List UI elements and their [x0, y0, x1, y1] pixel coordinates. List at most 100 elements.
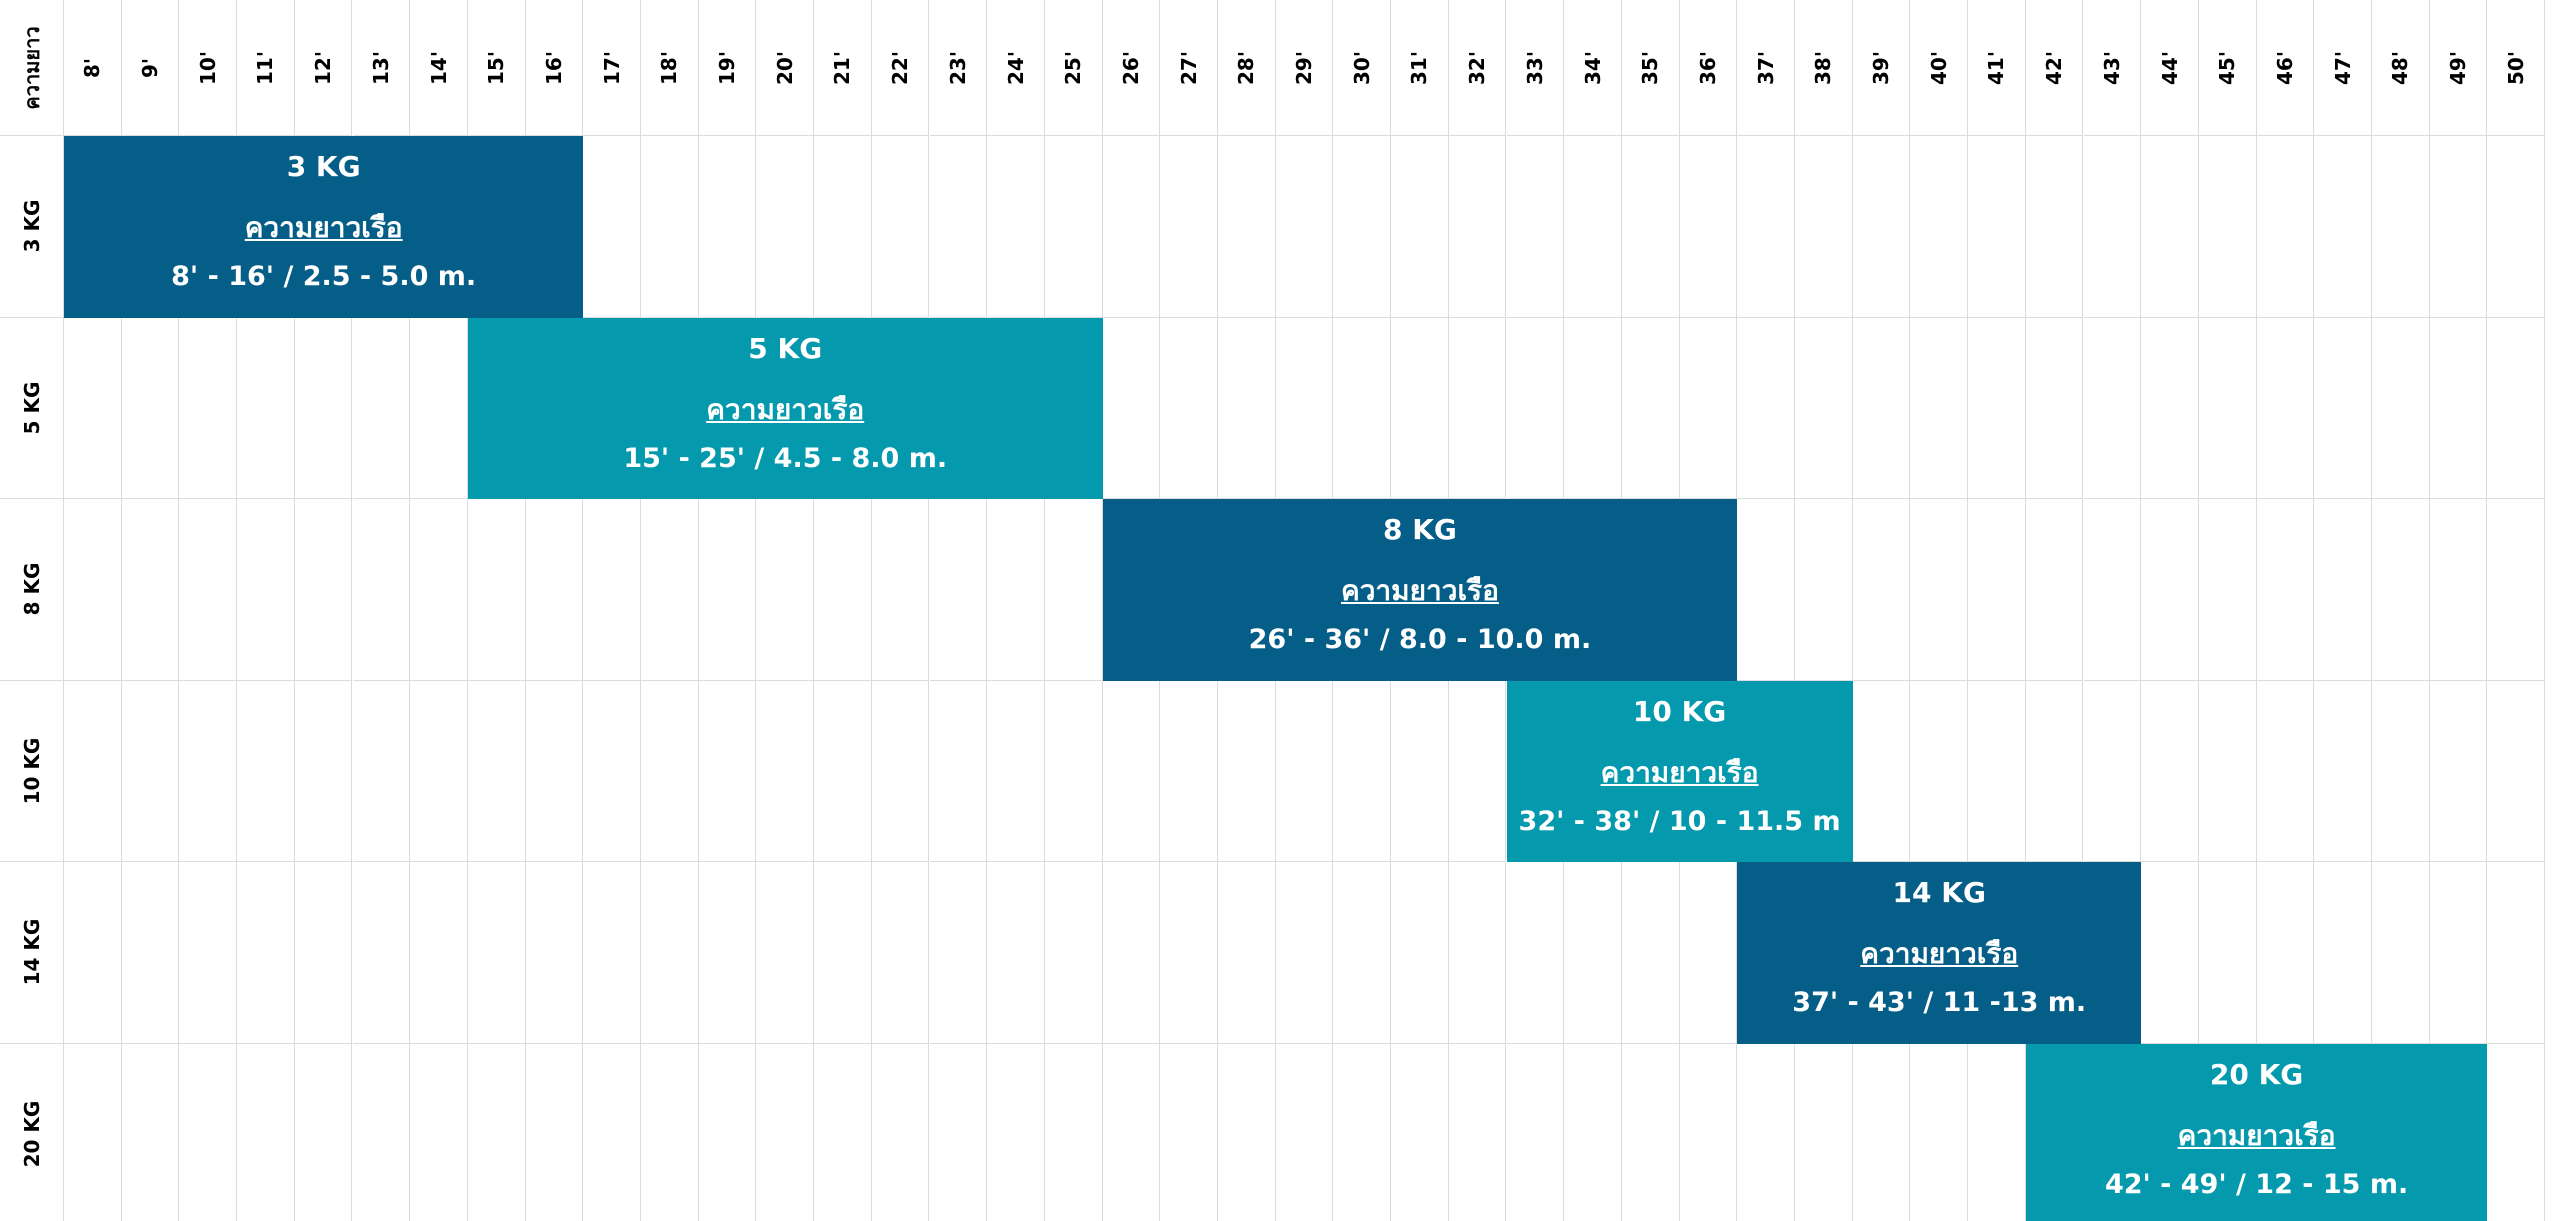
- grid-cell: [814, 680, 872, 862]
- grid-cell: [294, 317, 353, 499]
- band-range: 26' - 36' / 8.0 - 10.0 m.: [1248, 624, 1592, 655]
- row-header-label: 14 KG: [19, 918, 44, 986]
- grid-cell: [1507, 1043, 1565, 1221]
- row-header: 20 KG: [0, 1043, 64, 1221]
- row-header-label: 3 KG: [19, 199, 44, 253]
- grid-cell: [929, 136, 988, 318]
- grid-cell: [1795, 499, 1853, 681]
- column-header-label: 30': [1349, 50, 1374, 85]
- grid-cell: [2083, 136, 2142, 318]
- grid-cell: [1160, 136, 1218, 318]
- band-subtitle: ความยาวเรือ: [2177, 1118, 2336, 1152]
- column-header: 25': [1044, 0, 1103, 136]
- column-header-label: 33': [1522, 50, 1547, 85]
- grid-cell: [1910, 1043, 1969, 1221]
- grid-cell: [1448, 317, 1507, 499]
- grid-cell: [1044, 499, 1103, 681]
- column-header-label: 48': [2388, 50, 2413, 85]
- column-header-label: 19': [715, 50, 740, 85]
- grid-cell: [294, 680, 353, 862]
- row-header-label: 8 KG: [19, 562, 44, 616]
- grid-cell: [2429, 136, 2488, 318]
- grid-cell: [2372, 680, 2430, 862]
- column-header: 10': [179, 0, 238, 136]
- grid-cell: [871, 680, 930, 862]
- band-subtitle: ความยาวเรือ: [1600, 755, 1759, 789]
- grid-cell: [122, 1043, 180, 1221]
- column-header-label: 40': [1926, 50, 1951, 85]
- grid-cell: [294, 862, 353, 1044]
- grid-cell: [1853, 1043, 1911, 1221]
- grid-cell: [1506, 862, 1565, 1044]
- column-header: 18': [641, 0, 699, 136]
- column-header: 8': [64, 0, 122, 136]
- grid-cell: [1968, 136, 2026, 318]
- column-header: 22': [871, 0, 930, 136]
- grid-cell: [2429, 317, 2488, 499]
- grid-cell: [930, 1043, 988, 1221]
- row-header: 3 KG: [0, 136, 64, 318]
- band-title: 8 KG: [1382, 513, 1457, 546]
- grid-cell: [1737, 136, 1795, 318]
- corner-cell: ความยาว: [0, 0, 64, 136]
- grid-cell: [756, 862, 815, 1044]
- column-header: 9': [121, 0, 180, 136]
- grid-cell: [1564, 317, 1622, 499]
- grid-cell: [1968, 499, 2026, 681]
- column-header: 45': [2198, 0, 2257, 136]
- grid-cell: [1391, 136, 1449, 318]
- grid-cell: [1448, 680, 1507, 862]
- column-header-label: 11': [253, 50, 278, 85]
- grid-cell: [1333, 317, 1392, 499]
- grid-cell: [814, 862, 872, 1044]
- grid-cell: [1276, 1043, 1334, 1221]
- grid-cell: [2198, 136, 2257, 318]
- grid-cell: [121, 680, 180, 862]
- column-header-label: 41': [1984, 50, 2009, 85]
- grid-cell: [179, 317, 238, 499]
- grid-cell: [2487, 499, 2546, 681]
- grid-cell: [2141, 317, 2199, 499]
- column-header-label: 42': [2042, 50, 2067, 85]
- grid-cell: [2025, 680, 2084, 862]
- column-header-label: 18': [657, 50, 682, 85]
- row-header-label: 10 KG: [19, 737, 44, 805]
- column-header: 30': [1333, 0, 1392, 136]
- grid-cell: [1679, 136, 1738, 318]
- grid-cell: [467, 862, 526, 1044]
- grid-cell: [467, 680, 526, 862]
- grid-cell: [179, 862, 238, 1044]
- grid-cell: [179, 499, 238, 681]
- column-header-label: 8': [80, 57, 105, 78]
- grid-cell: [1564, 862, 1622, 1044]
- grid-cell: [1160, 1043, 1218, 1221]
- grid-cell: [1621, 136, 1680, 318]
- grid-cell: [1448, 136, 1507, 318]
- grid-cell: [295, 1043, 353, 1221]
- grid-cell: [1679, 862, 1738, 1044]
- grid-cell: [2372, 136, 2430, 318]
- grid-cell: [1102, 862, 1161, 1044]
- grid-cell: [1275, 862, 1334, 1044]
- grid-cell: [1102, 136, 1161, 318]
- grid-cell: [1275, 680, 1334, 862]
- grid-cell: [1218, 862, 1276, 1044]
- grid-cell: [1968, 317, 2026, 499]
- column-header: 26': [1102, 0, 1161, 136]
- grid-cell: [1737, 317, 1795, 499]
- range-band: 5 KG ความยาวเรือ 15' - 25' / 4.5 - 8.0 m.: [467, 317, 1103, 499]
- grid-cell: [1160, 862, 1218, 1044]
- column-header: 48': [2372, 0, 2430, 136]
- column-header-label: 10': [195, 50, 220, 85]
- grid-cell: [698, 136, 757, 318]
- grid-cell: [1910, 317, 1969, 499]
- grid-cell: [583, 136, 641, 318]
- grid-cell: [871, 136, 930, 318]
- grid-cell: [2198, 317, 2257, 499]
- grid-cell: [64, 1043, 122, 1221]
- grid-cell: [756, 499, 815, 681]
- grid-cell: [2372, 862, 2430, 1044]
- column-header: 50': [2487, 0, 2546, 136]
- grid-cell: [987, 1043, 1045, 1221]
- grid-cell: [179, 1043, 238, 1221]
